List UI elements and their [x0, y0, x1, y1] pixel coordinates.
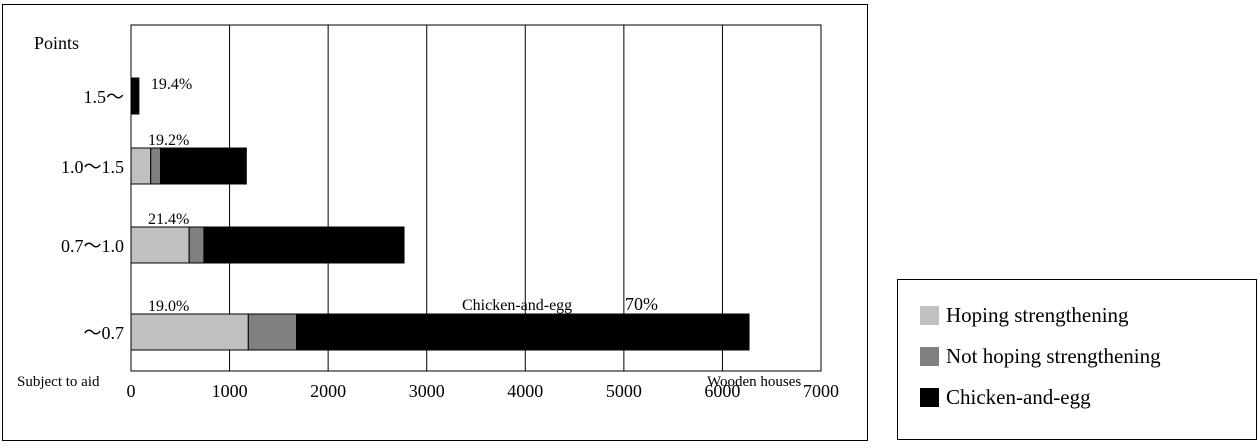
legend-item-not-hoping: Not hoping strengthening — [920, 341, 1161, 371]
legend-swatch-hoping — [920, 305, 939, 325]
bar-label: 21.4% — [148, 211, 189, 228]
legend: Hoping strengthening Not hoping strength… — [897, 279, 1257, 440]
legend-item-chicken-egg: Chicken-and-egg — [920, 382, 1091, 412]
category-label: 1.5〜 — [84, 87, 125, 107]
bar-segment — [203, 226, 405, 264]
x-tick-label: 0 — [127, 381, 136, 401]
bar-label: 19.0% — [148, 298, 189, 315]
bar-segment — [247, 313, 298, 351]
x-tick-label: 7000 — [803, 381, 839, 401]
chart-plot: 1.5〜 19.4% 1.0〜1.5 19.2% 0.7〜1.0 21.4% 〜0.7 19.… — [17, 24, 839, 401]
y-axis-title: Points — [34, 33, 79, 53]
bar-segment — [130, 77, 140, 115]
bar-segment — [160, 147, 247, 185]
bar-segment — [130, 313, 249, 351]
bar-label: 19.2% — [148, 132, 189, 149]
bar-label: 19.4% — [151, 76, 192, 93]
plot-border — [130, 24, 822, 372]
category-label: 〜0.7 — [84, 323, 125, 343]
legend-label-chicken-egg: Chicken-and-egg — [946, 384, 1091, 409]
bar-segment — [130, 226, 190, 264]
x-tick-label: 4000 — [507, 381, 543, 401]
category-label: 0.7〜1.0 — [61, 236, 124, 256]
x-tick-label: 6000 — [704, 381, 740, 401]
annotation-value: 70% — [625, 294, 658, 314]
legend-swatch-not-hoping — [920, 346, 939, 366]
bar-segment — [296, 313, 750, 351]
x-tick-label: 2000 — [310, 381, 346, 401]
legend-item-hoping: Hoping strengthening — [920, 300, 1129, 330]
x-tick-label: 5000 — [606, 381, 642, 401]
legend-label-not-hoping: Not hoping strengthening — [946, 343, 1161, 368]
x-tick-label: 3000 — [409, 381, 445, 401]
x-tick-label: 1000 — [212, 381, 248, 401]
chart-frame: 1.5〜 19.4% 1.0〜1.5 19.2% 0.7〜1.0 21.4% 〜0.7 19.… — [2, 4, 868, 441]
bar-segment — [188, 226, 205, 264]
legend-label-hoping: Hoping strengthening — [946, 302, 1129, 327]
bar-segment — [130, 147, 152, 185]
x-axis-left-label: Subject to aid — [17, 374, 100, 390]
bar-segment — [150, 147, 162, 185]
legend-swatch-chicken-egg — [920, 387, 939, 407]
category-label: 1.0〜1.5 — [61, 157, 124, 177]
annotation-text: Chicken-and-egg — [462, 297, 572, 314]
x-axis-right-label: Wooden houses — [707, 374, 801, 390]
